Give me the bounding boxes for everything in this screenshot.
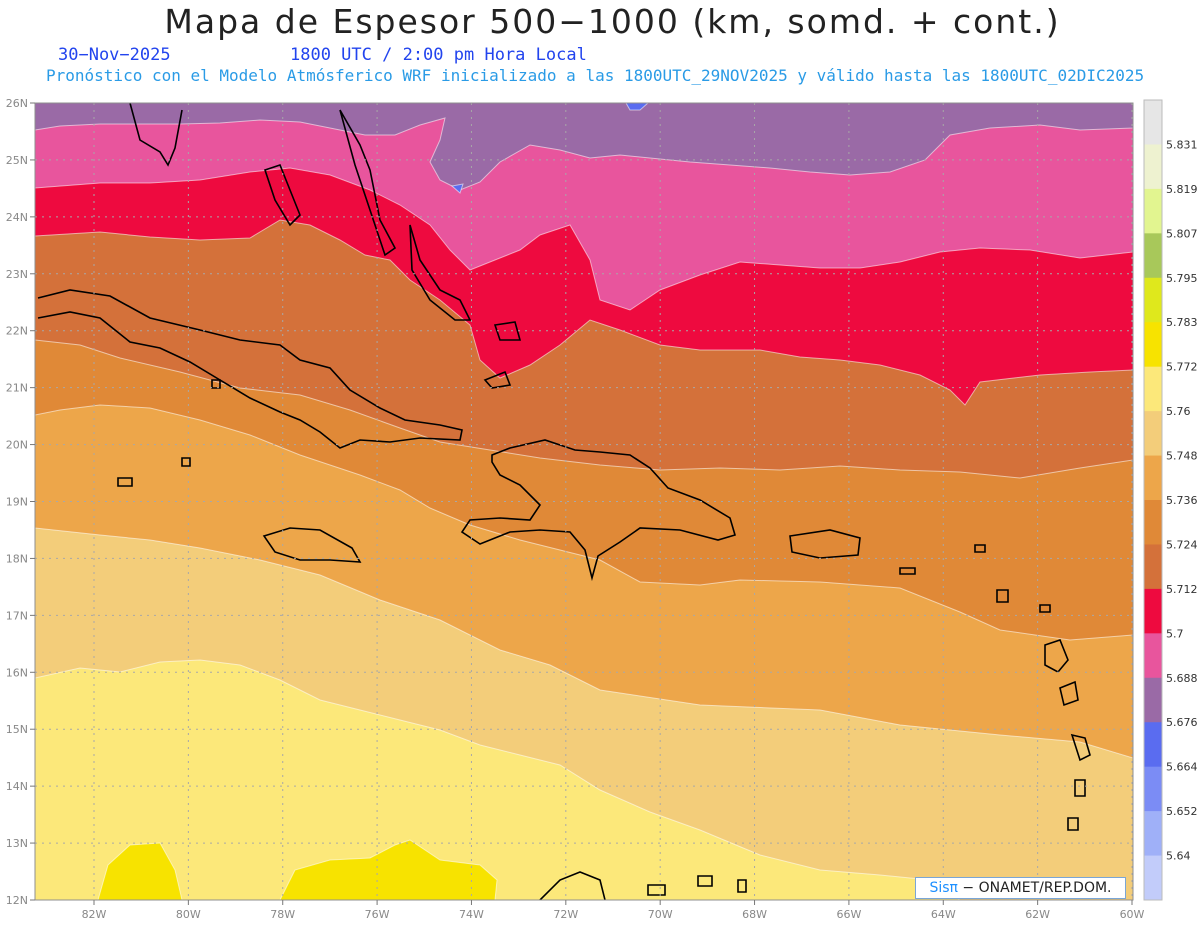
colorbar-label: 5.688 [1166, 672, 1198, 685]
forecast-date: 30−Nov−2025 [58, 45, 171, 65]
colorbar-swatch [1144, 811, 1162, 857]
lon-label: 68W [742, 908, 767, 921]
lon-label: 64W [931, 908, 956, 921]
longitude-axis: 82W 80W 78W 76W 74W 72W 70W 68W 66W 64W 62W 60W [82, 900, 1145, 921]
lat-label: 25N [6, 154, 28, 167]
coast-jamaica [262, 527, 362, 563]
lat-label: 16N [6, 666, 28, 679]
colorbar-swatch [1144, 544, 1162, 590]
band-5772-central [279, 839, 498, 900]
colorbar-swatch [1144, 500, 1162, 545]
forecast-subtitle: Pronóstico con el Modelo Atmósferico WRF… [46, 66, 1145, 85]
coast-islands-small [117, 379, 1086, 896]
colorbar-swatch [1144, 455, 1162, 501]
colorbar-swatch [1144, 633, 1162, 679]
colorbar-label: 5.772 [1166, 361, 1198, 374]
coast-hispaniola [460, 439, 736, 582]
coast-bahamas-b [339, 109, 397, 257]
colorbar-swatch [1144, 322, 1162, 368]
coast-turks [493, 321, 522, 341]
band-5664 [625, 103, 649, 111]
map-title: Mapa de Espesor 500−1000 (km, somd. + co… [164, 2, 1061, 41]
coast-lesser-antilles-b [1059, 680, 1079, 707]
colorbar-label: 5.76 [1166, 405, 1191, 418]
colorbar-swatch [1144, 855, 1162, 901]
lat-label: 20N [6, 439, 28, 452]
lat-label: 12N [6, 894, 28, 907]
colorbar-frame [1143, 99, 1163, 901]
band-5760 [35, 659, 961, 900]
colorbar-label: 5.748 [1166, 450, 1198, 463]
colorbar-swatch [1144, 100, 1162, 145]
band-5664-patch [450, 183, 464, 194]
colorbar-swatch [1144, 277, 1162, 323]
forecast-time: 1800 UTC / 2:00 pm Hora Local [290, 45, 587, 65]
colorbar-swatch [1144, 366, 1162, 412]
colorbar-label: 5.783 [1166, 316, 1198, 329]
coast-south-america [539, 871, 606, 900]
lat-label: 22N [6, 325, 28, 338]
colorbar-swatch [1144, 677, 1162, 723]
colorbar-swatch [1144, 411, 1162, 457]
colorbar-label: 5.807 [1166, 227, 1198, 240]
coast-florida [129, 103, 183, 167]
colorbar: 5.831 5.819 5.807 5.795 5.783 5.772 5.76 5.748 5… [1143, 99, 1198, 901]
colorbar-swatch [1144, 722, 1162, 768]
lat-label: 17N [6, 609, 28, 622]
colorbar-swatch [1144, 144, 1162, 190]
lon-label: 70W [648, 908, 673, 921]
colorbar-label: 5.831 [1166, 138, 1198, 151]
coast-cuba [37, 289, 463, 449]
lat-label: 13N [6, 837, 28, 850]
coast-lesser-antilles-c [1070, 733, 1091, 762]
latitude-axis: 26N 25N 24N 23N 22N 21N 20N 19N 18N 17N 16N 15N 14N 1… [6, 97, 35, 907]
coast-puerto-rico [789, 529, 861, 559]
lon-label: 60W [1120, 908, 1145, 921]
colorbar-label: 5.676 [1166, 716, 1198, 729]
lon-label: 62W [1025, 908, 1050, 921]
band-5772-west [97, 842, 183, 900]
coastlines [37, 103, 1091, 900]
colorbar-swatch [1144, 588, 1162, 634]
lon-label: 66W [836, 908, 861, 921]
colorbar-label: 5.7 [1166, 627, 1184, 640]
colorbar-label: 5.664 [1166, 761, 1198, 774]
credit-text: − ONAMET/REP.DOM. [957, 880, 1112, 896]
lat-label: 26N [6, 97, 28, 110]
lon-label: 72W [553, 908, 578, 921]
lon-label: 82W [82, 908, 107, 921]
lon-label: 78W [270, 908, 295, 921]
colorbar-label: 5.736 [1166, 494, 1198, 507]
colorbar-label: 5.652 [1166, 805, 1198, 818]
colorbar-swatch [1144, 233, 1162, 279]
colorbar-swatch [1144, 766, 1162, 812]
lat-label: 14N [6, 780, 28, 793]
lat-label: 23N [6, 268, 28, 281]
lat-label: 18N [6, 552, 28, 565]
lat-label: 24N [6, 211, 28, 224]
lon-label: 74W [459, 908, 484, 921]
colorbar-label: 5.64 [1166, 850, 1191, 863]
credit-box: Sisπ − ONAMET/REP.DOM. [915, 877, 1126, 899]
lon-label: 76W [365, 908, 390, 921]
lat-label: 15N [6, 723, 28, 736]
coast-inagua [483, 370, 512, 389]
band-5676 [35, 103, 1133, 191]
coast-lesser-antilles-a [1044, 639, 1069, 674]
credit-brand: Sisπ [929, 880, 958, 896]
lat-label: 21N [6, 382, 28, 395]
lon-label: 80W [176, 908, 201, 921]
coast-bahamas-a [263, 164, 301, 227]
colorbar-label: 5.795 [1166, 272, 1198, 285]
lat-label: 19N [6, 496, 28, 509]
colorbar-label: 5.819 [1166, 183, 1198, 196]
colorbar-swatch [1144, 188, 1162, 234]
thickness-field [35, 103, 1133, 900]
colorbar-label: 5.724 [1166, 538, 1198, 551]
coast-bahamas-c [409, 224, 472, 321]
colorbar-label: 5.712 [1166, 583, 1198, 596]
